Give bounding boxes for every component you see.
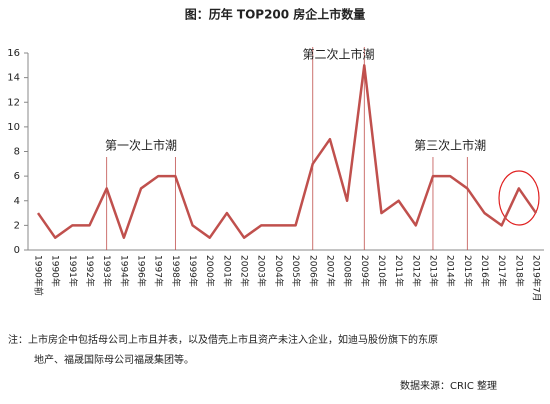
x-tick-label: 2019年7月 (531, 255, 543, 302)
y-tick-label: 2 (14, 220, 20, 231)
y-tick-label: 4 (14, 196, 20, 207)
x-tick-label: 1992年 (84, 255, 96, 287)
x-tick-label: 2008年 (342, 255, 354, 287)
x-tick-label: 1998年 (170, 255, 182, 287)
x-tick-label: 2015年 (462, 255, 474, 287)
x-tick-label: 2010年 (376, 255, 388, 287)
x-tick-label: 2016年 (479, 255, 491, 287)
x-tick-label: 2004年 (273, 255, 285, 287)
chart-title: 图：历年 TOP200 房企上市数量 (185, 7, 366, 22)
line (36, 64, 538, 239)
x-tick-label: 2011年 (393, 255, 405, 287)
x-tick-label: 2001年 (221, 255, 233, 287)
x-tick-label: 1996年 (136, 255, 148, 287)
note: 地产、福晟国际母公司福晟集团等。 (34, 353, 194, 366)
x-tick-label: 1990年 (50, 255, 62, 287)
x-tick-label: 2017年 (496, 255, 508, 287)
x-tick-label: 2006年 (307, 255, 319, 287)
x-tick-label: 1993年 (101, 255, 113, 287)
x-tick-label: 2009年 (359, 255, 371, 287)
y-tick-label: 0 (14, 245, 20, 256)
annotation: 第二次上市潮 (303, 47, 375, 62)
annotation: 第一次上市潮 (105, 138, 177, 153)
y-tick-label: 6 (14, 171, 20, 182)
y-tick-label: 12 (7, 97, 20, 108)
highlight-circle (498, 170, 540, 226)
note: 注：上市房企中包括母公司上市且并表，以及借壳上市且资产未注入企业，如迪马股份旗下… (8, 333, 438, 346)
x-tick-label: 1994年 (118, 255, 130, 287)
x-tick-label: 2013年 (427, 255, 439, 287)
x-tick-label: 1990年前 (33, 255, 45, 296)
x-tick-label: 2000年 (204, 255, 216, 287)
x-tick-label: 2003年 (256, 255, 268, 287)
x-tick-label: 2002年 (239, 255, 251, 287)
x-tick-label: 1997年 (153, 255, 165, 287)
source: 数据来源：CRIC 整理 (400, 379, 497, 392)
y-tick-label: 10 (7, 122, 20, 133)
x-tick-label: 2014年 (445, 255, 457, 287)
y-tick-label: 8 (14, 147, 20, 158)
x-tick-label: 2005年 (290, 255, 302, 287)
y-tick-label: 14 (7, 73, 20, 84)
x-tick-label: 1999年 (187, 255, 199, 287)
x-tick-label: 2012年 (410, 255, 422, 287)
annotation: 第三次上市潮 (414, 138, 486, 153)
x-tick-label: 2018年 (513, 255, 525, 287)
x-tick-label: 1991年 (67, 255, 79, 287)
y-tick-label: 16 (7, 48, 20, 59)
x-tick-label: 2007年 (324, 255, 336, 287)
